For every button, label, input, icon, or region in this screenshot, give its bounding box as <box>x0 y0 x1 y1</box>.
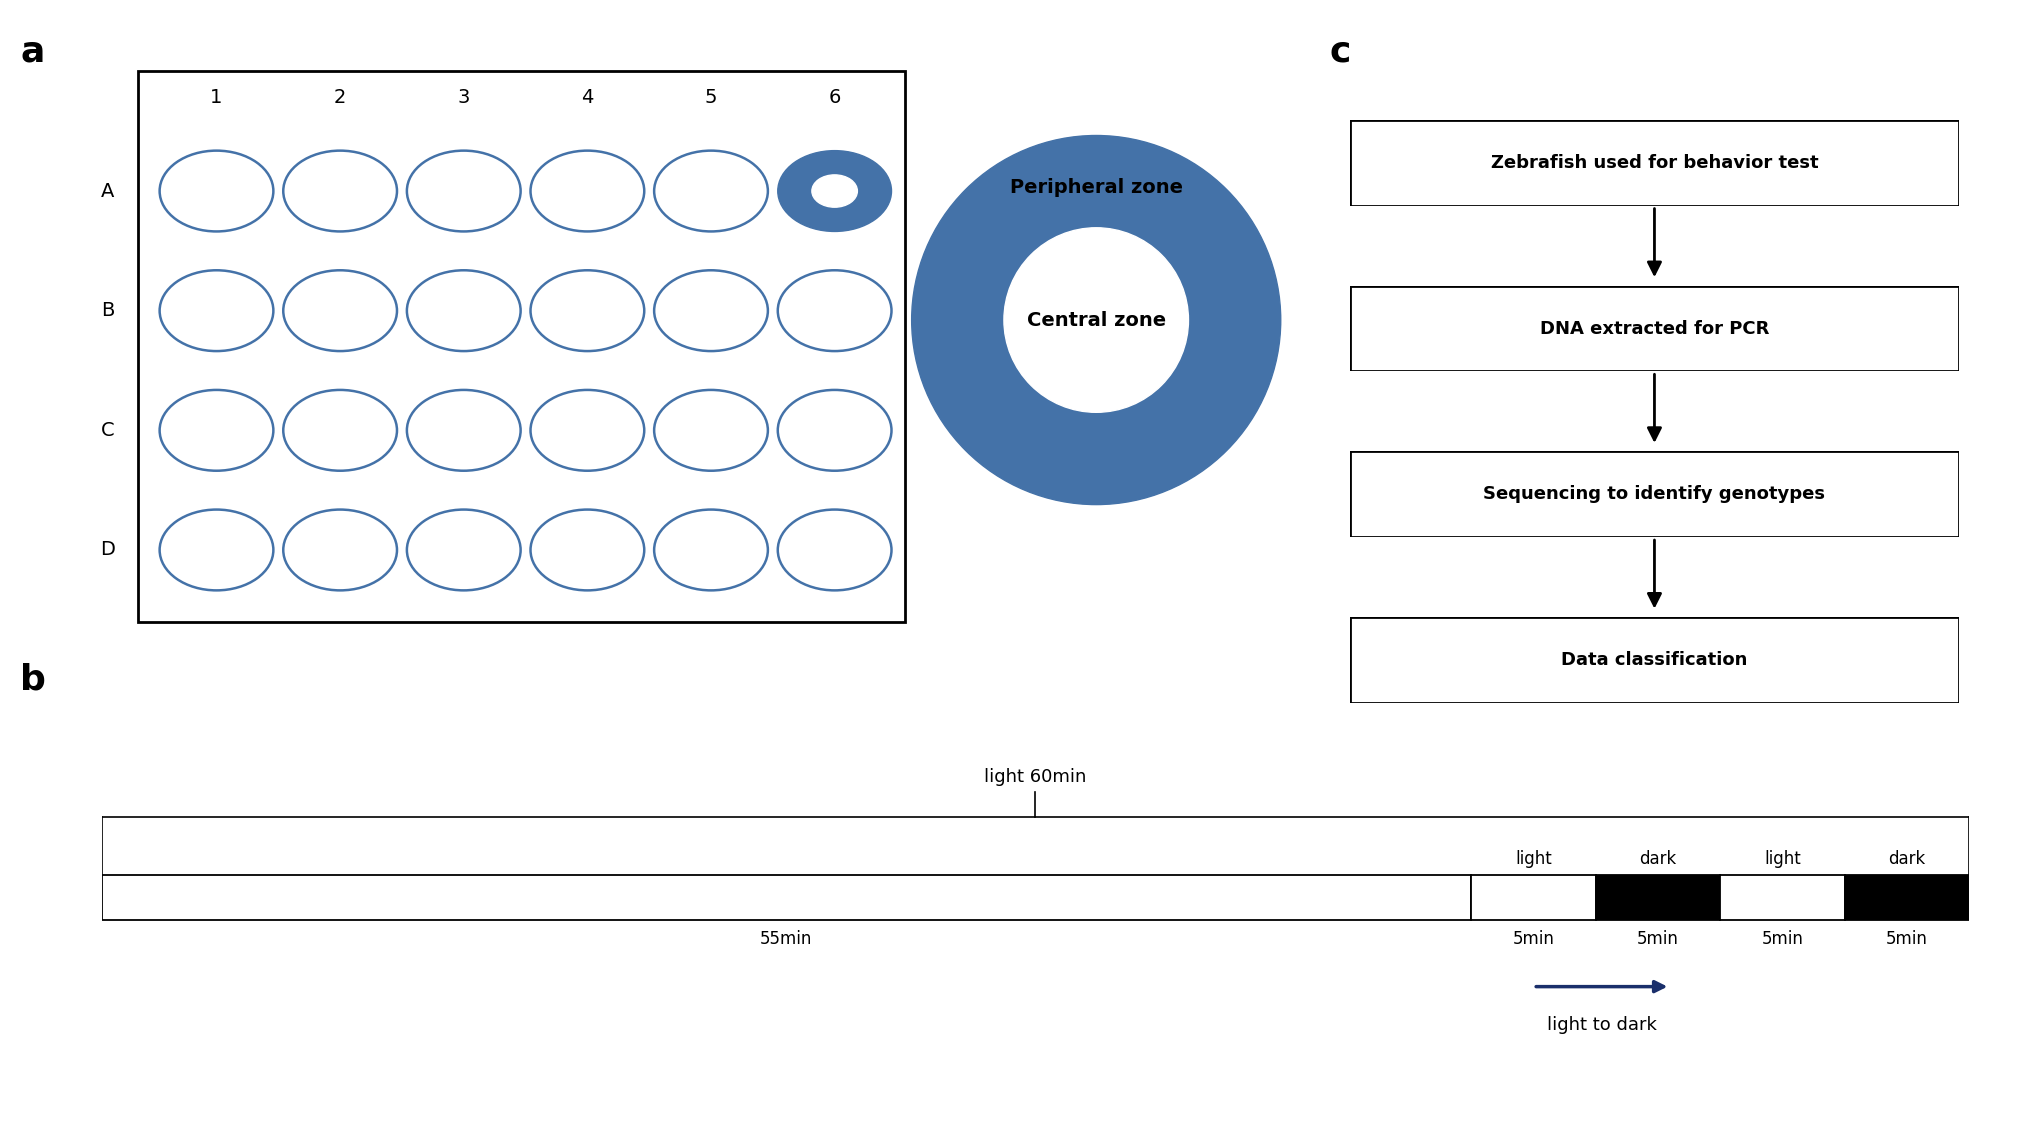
Text: A: A <box>102 182 114 200</box>
Bar <box>1719 876 1845 920</box>
Text: 5min: 5min <box>1762 930 1803 949</box>
Text: Central zone: Central zone <box>1027 311 1165 329</box>
Text: 2: 2 <box>335 88 347 107</box>
Text: light: light <box>1764 850 1801 869</box>
Circle shape <box>911 136 1281 504</box>
Bar <box>1472 876 1596 920</box>
Text: c: c <box>1330 34 1352 69</box>
Text: 5: 5 <box>704 88 717 107</box>
Text: light: light <box>1514 850 1551 869</box>
Text: 3: 3 <box>457 88 469 107</box>
Text: a: a <box>20 34 45 69</box>
Bar <box>1596 876 1719 920</box>
Text: 1: 1 <box>211 88 223 107</box>
Text: Data classification: Data classification <box>1561 652 1748 669</box>
Circle shape <box>812 175 857 207</box>
Text: D: D <box>99 541 116 559</box>
Text: b: b <box>20 663 47 697</box>
Text: 5min: 5min <box>1886 930 1928 949</box>
Circle shape <box>777 151 891 231</box>
Text: 5min: 5min <box>1512 930 1555 949</box>
Bar <box>1845 876 1969 920</box>
Text: 55min: 55min <box>759 930 812 949</box>
Text: dark: dark <box>1638 850 1677 869</box>
Text: 6: 6 <box>828 88 840 107</box>
Text: dark: dark <box>1888 850 1926 869</box>
Text: light 60min: light 60min <box>985 768 1086 785</box>
Text: Zebrafish used for behavior test: Zebrafish used for behavior test <box>1490 154 1819 171</box>
Text: 4: 4 <box>581 88 593 107</box>
Text: C: C <box>102 421 114 440</box>
Text: Sequencing to identify genotypes: Sequencing to identify genotypes <box>1484 486 1825 503</box>
Circle shape <box>1005 227 1188 413</box>
Text: DNA extracted for PCR: DNA extracted for PCR <box>1541 320 1768 337</box>
Text: light to dark: light to dark <box>1547 1016 1656 1033</box>
Text: 5min: 5min <box>1636 930 1679 949</box>
Text: Peripheral zone: Peripheral zone <box>1009 177 1183 197</box>
Text: B: B <box>102 302 114 320</box>
Bar <box>102 876 1472 920</box>
